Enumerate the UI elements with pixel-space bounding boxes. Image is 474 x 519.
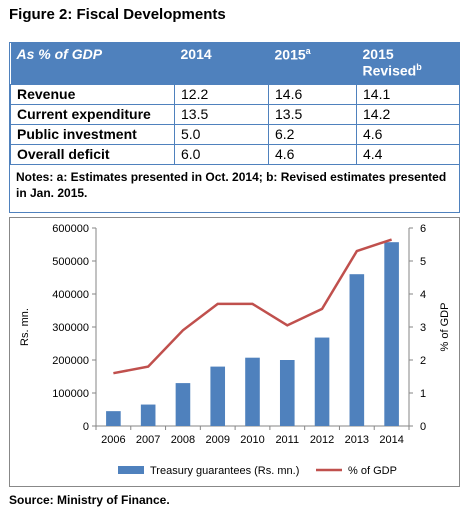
cell-2015: 6.2 <box>268 123 357 145</box>
fiscal-table: As % of GDP 2014 2015a 2015 Revisedb Reve… <box>10 43 460 165</box>
bar-treasury-guarantees <box>210 366 226 426</box>
table-notes: Notes: a: Estimates presented in Oct. 20… <box>16 169 447 200</box>
bar-treasury-guarantees <box>245 357 260 426</box>
y2-tick-label: 6 <box>420 223 426 235</box>
header-label: As % of GDP <box>10 43 175 84</box>
y2-tick-label: 4 <box>420 289 426 301</box>
y-tick-label: 0 <box>83 421 89 433</box>
x-tick-label: 2008 <box>171 434 195 446</box>
legend-label-line: % of GDP <box>348 465 397 477</box>
y2-axis-title: % of GDP <box>439 303 451 352</box>
fiscal-table-box: As % of GDP 2014 2015a 2015 Revisedb Reve… <box>9 42 460 213</box>
cell-2015: 4.6 <box>268 143 357 165</box>
y-tick-label: 300000 <box>52 322 89 334</box>
bar-treasury-guarantees <box>106 411 121 426</box>
row-label: Revenue <box>10 83 175 105</box>
cell-2015: 13.5 <box>268 103 357 125</box>
legend-swatch-bars <box>118 466 144 474</box>
bar-treasury-guarantees <box>384 242 399 426</box>
cell-2015-revised: 4.6 <box>356 123 460 145</box>
bar-treasury-guarantees <box>314 337 330 426</box>
y-tick-label: 100000 <box>52 388 89 400</box>
y2-tick-label: 3 <box>420 322 426 334</box>
bar-treasury-guarantees <box>349 274 365 426</box>
y2-tick-label: 5 <box>420 256 426 268</box>
cell-2014: 13.5 <box>174 103 269 125</box>
x-tick-label: 2014 <box>379 434 403 446</box>
bar-treasury-guarantees <box>279 360 295 426</box>
y-axis-title: Rs. mn. <box>19 308 31 346</box>
cell-2015-revised: 14.2 <box>356 103 460 125</box>
header-2015-revised: 2015 Revisedb <box>356 43 460 84</box>
table-row: Revenue 12.2 14.6 14.1 <box>10 83 460 105</box>
x-tick-label: 2007 <box>136 434 160 446</box>
source-note: Source: Ministry of Finance. <box>9 493 170 507</box>
treasury-guarantees-chart: 0 100000 200000 300000 400000 500000 600000 0 1 2… <box>19 223 451 477</box>
y2-tick-label: 1 <box>420 388 426 400</box>
cell-2015-revised: 14.1 <box>356 83 460 105</box>
bar-treasury-guarantees <box>140 404 156 426</box>
y2-tick-label: 2 <box>420 355 426 367</box>
row-label: Current expenditure <box>10 103 175 125</box>
y-tick-label: 600000 <box>52 223 89 235</box>
y-tick-label: 200000 <box>52 355 89 367</box>
x-tick-label: 2011 <box>275 434 299 446</box>
x-tick-label: 2006 <box>101 434 125 446</box>
table-row: Public investment 5.0 6.2 4.6 <box>10 123 460 145</box>
figure-title: Figure 2: Fiscal Developments <box>9 6 226 23</box>
header-2015: 2015a <box>268 43 357 84</box>
table-header-row: As % of GDP 2014 2015a 2015 Revisedb <box>10 43 460 84</box>
y2-tick-label: 0 <box>420 421 426 433</box>
chart-frame: 0 100000 200000 300000 400000 500000 600000 0 1 2… <box>9 217 460 487</box>
bar-treasury-guarantees <box>175 383 191 426</box>
row-label: Overall deficit <box>10 143 175 165</box>
x-tick-label: 2010 <box>240 434 264 446</box>
header-2014: 2014 <box>174 43 269 84</box>
table-row: Overall deficit 6.0 4.6 4.4 <box>10 143 460 165</box>
table-row: Current expenditure 13.5 13.5 14.2 <box>10 103 460 125</box>
cell-2014: 5.0 <box>174 123 269 145</box>
x-tick-label: 2013 <box>345 434 369 446</box>
cell-2014: 12.2 <box>174 83 269 105</box>
y-tick-label: 400000 <box>52 289 89 301</box>
row-label: Public investment <box>10 123 175 145</box>
legend-label-bars: Treasury guarantees (Rs. mn.) <box>150 465 299 477</box>
y-tick-label: 500000 <box>52 256 89 268</box>
x-tick-label: 2012 <box>310 434 334 446</box>
cell-2014: 6.0 <box>174 143 269 165</box>
cell-2015: 14.6 <box>268 83 357 105</box>
x-tick-label: 2009 <box>205 434 229 446</box>
cell-2015-revised: 4.4 <box>356 143 460 165</box>
